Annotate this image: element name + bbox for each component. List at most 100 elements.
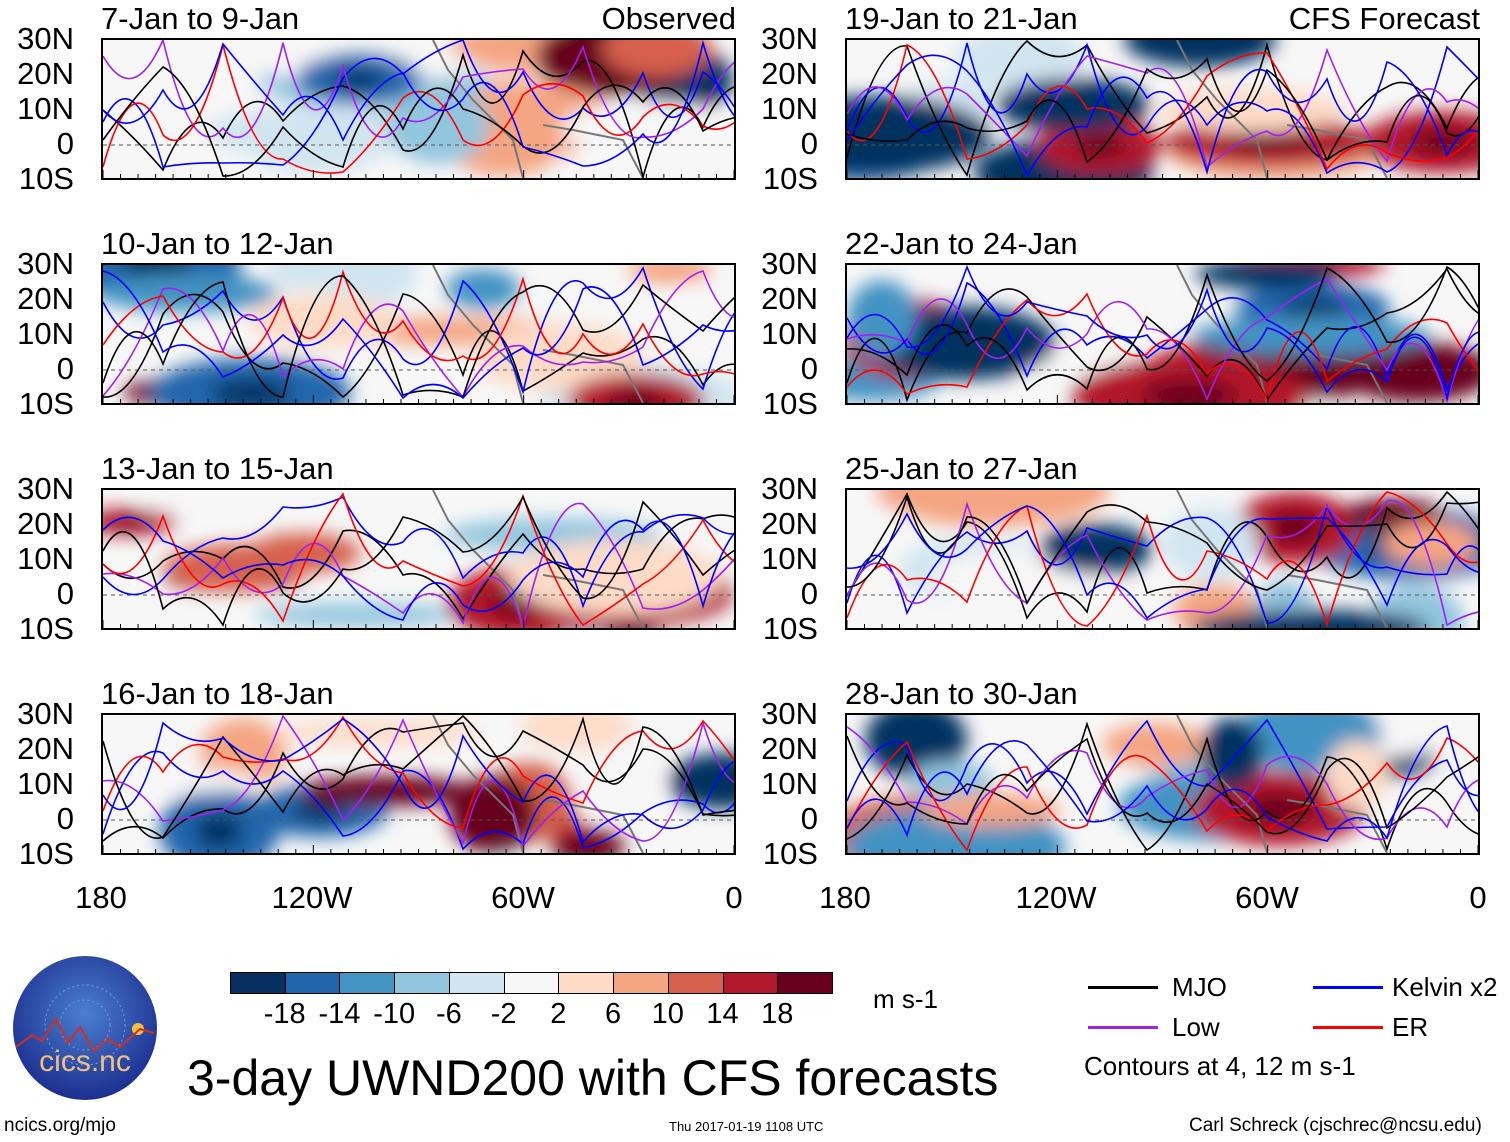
contour-line <box>847 725 1478 842</box>
lat-tick-label: 20N <box>17 506 74 541</box>
panel-period-label: 28-Jan to 30-Jan <box>845 676 1078 711</box>
contour-line <box>103 715 734 829</box>
legend-label-low: Low <box>1172 1012 1220 1042</box>
contour-line <box>103 502 734 628</box>
colorbar-swatch <box>230 972 286 994</box>
lat-tick-label: 20N <box>761 731 818 766</box>
lat-tick-label: 10S <box>18 836 74 871</box>
contour-line <box>103 718 734 844</box>
wind-map-panel <box>845 488 1480 630</box>
lat-tick-label: 0 <box>800 801 818 836</box>
contour-line <box>103 40 734 168</box>
colorbar-units: m s-1 <box>873 984 938 1014</box>
contour-line <box>847 718 1478 830</box>
colorbar-tick-label: -2 <box>490 998 517 1030</box>
colorbar-swatch <box>339 972 396 994</box>
lat-tick-label: 10S <box>18 611 74 646</box>
lon-tick-label: 0 <box>725 880 743 915</box>
observed-column-label: Observed <box>601 1 736 36</box>
colorbar-tick-label: 2 <box>550 998 567 1030</box>
contour-line <box>847 57 1478 164</box>
lat-tick-label: 20N <box>17 731 74 766</box>
wind-anomaly-blob <box>847 280 917 358</box>
lat-tick-label: 30N <box>17 21 74 56</box>
wind-anomaly-blob <box>628 265 712 284</box>
contour-line <box>103 270 734 400</box>
forecast-column-label: CFS Forecast <box>1288 1 1480 36</box>
colorbar-tick-label: 14 <box>706 998 739 1030</box>
contour-line <box>847 292 1478 403</box>
legend-label-kelvin: Kelvin x2 <box>1392 972 1498 1002</box>
lat-tick-label: 30N <box>17 696 74 731</box>
colorbar-swatch <box>777 972 833 994</box>
lon-tick-label: 60W <box>1235 880 1299 915</box>
wind-anomaly-blob <box>508 539 722 615</box>
colorbar-tick-label: -18 <box>263 998 306 1030</box>
lon-tick-label: 0 <box>1469 880 1487 915</box>
legend-label-mjo: MJO <box>1172 972 1227 1002</box>
contour-line <box>847 54 1478 178</box>
contour-line <box>103 275 734 399</box>
contour-line <box>103 495 734 627</box>
lon-tick-label: 180 <box>819 880 871 915</box>
lat-tick-label: 10S <box>18 161 74 196</box>
wind-map-panel <box>845 38 1480 180</box>
colorbar-swatch <box>722 972 779 994</box>
wind-anomaly-blob <box>1191 610 1429 628</box>
contour-line <box>847 42 1478 175</box>
wind-map-panel <box>845 713 1480 855</box>
lat-tick-label: 10S <box>762 611 818 646</box>
contour-line <box>847 721 1478 852</box>
lat-tick-label: 10N <box>761 316 818 351</box>
contour-note: Contours at 4, 12 m s-1 <box>1084 1051 1356 1081</box>
contour-line <box>103 266 734 395</box>
lat-tick-label: 20N <box>761 56 818 91</box>
wind-anomaly-blob <box>561 101 734 155</box>
figure-title: 3-day UWND200 with CFS forecasts <box>187 1050 999 1106</box>
wind-anomaly-blob <box>602 40 712 77</box>
lat-tick-label: 0 <box>56 351 74 386</box>
wind-anomaly-blob <box>639 288 734 358</box>
contour-line <box>103 715 734 848</box>
colorbar-swatch <box>558 972 615 994</box>
wind-anomaly-blob <box>571 761 669 789</box>
colorbar-tick-label: -10 <box>373 998 416 1030</box>
lat-tick-label: 20N <box>17 56 74 91</box>
lat-tick-label: 0 <box>56 576 74 611</box>
legend-label-er: ER <box>1392 1012 1429 1042</box>
wind-anomaly-blob <box>270 265 332 290</box>
wind-anomaly-blob <box>273 720 483 746</box>
contour-line <box>847 47 1478 169</box>
lat-tick-label: 10N <box>17 541 74 576</box>
lat-tick-label: 20N <box>761 281 818 316</box>
lat-tick-label: 10N <box>17 316 74 351</box>
lat-tick-label: 10N <box>17 91 74 126</box>
lat-tick-label: 10N <box>17 766 74 801</box>
lat-tick-label: 10S <box>762 836 818 871</box>
wind-map-panel <box>845 263 1480 405</box>
lat-tick-label: 20N <box>17 281 74 316</box>
colorbar-tick-label: 6 <box>605 998 622 1030</box>
lat-tick-label: 30N <box>761 471 818 506</box>
colorbar-tick-label: 10 <box>651 998 684 1030</box>
lat-tick-label: 30N <box>761 246 818 281</box>
contour-line <box>847 491 1478 628</box>
colorbar-swatch <box>667 972 724 994</box>
lat-tick-label: 10S <box>18 386 74 421</box>
wind-anomaly-blob <box>163 544 305 592</box>
colorbar-swatch <box>394 972 450 994</box>
colorbar-tick-label: -6 <box>436 998 462 1030</box>
panel-period-label: 10-Jan to 12-Jan <box>101 226 334 261</box>
contour-line <box>103 49 734 178</box>
colorbar-swatch <box>448 972 505 994</box>
contour-line <box>847 40 1478 177</box>
coastline <box>432 40 644 178</box>
contour-line <box>103 44 734 174</box>
contour-line <box>103 722 734 842</box>
wind-anomaly-blob <box>921 793 1061 827</box>
panel-period-label: 13-Jan to 15-Jan <box>101 451 334 486</box>
panel-period-label: 22-Jan to 24-Jan <box>845 226 1078 261</box>
wind-anomaly-blob <box>108 769 260 793</box>
contour-line <box>103 40 734 139</box>
wind-anomaly-blob <box>907 761 993 801</box>
